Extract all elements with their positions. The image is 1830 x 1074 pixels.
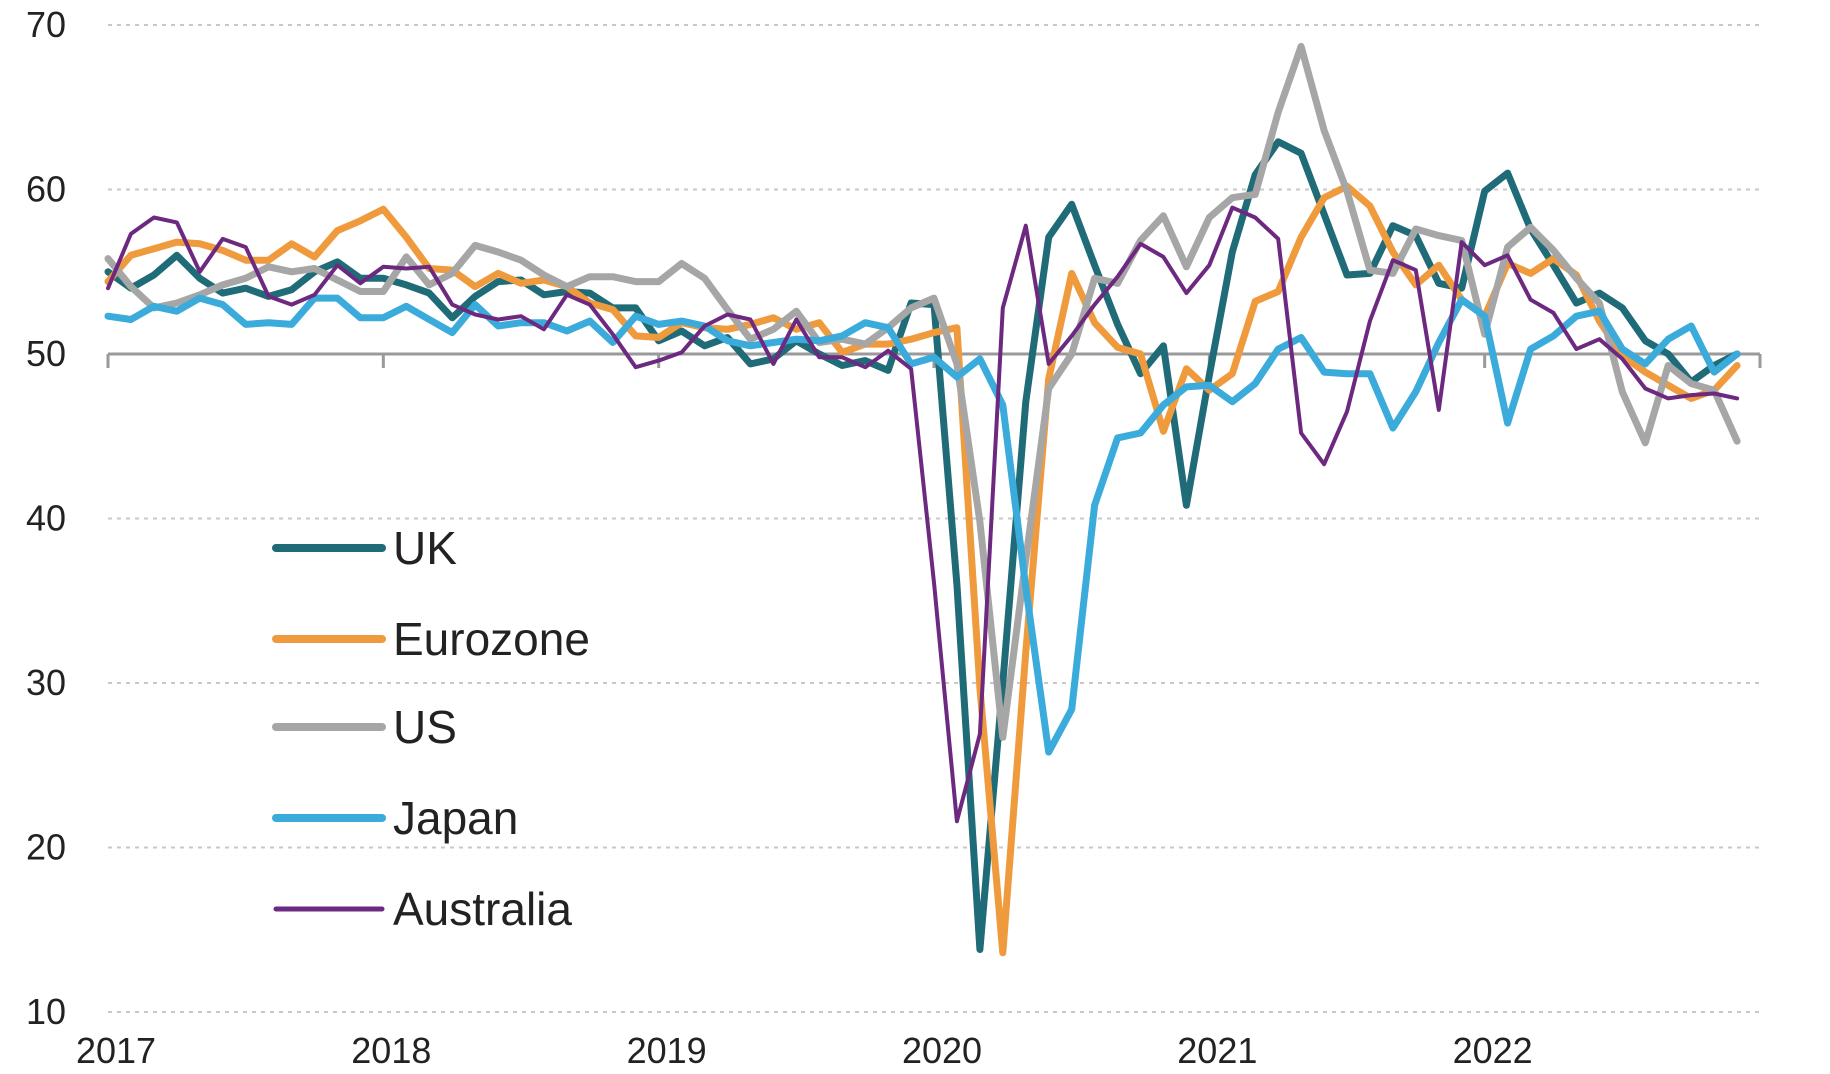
x-tick-label: 2020 xyxy=(902,1030,982,1071)
x-tick-label: 2019 xyxy=(627,1030,707,1071)
series-lines xyxy=(104,42,1741,957)
y-axis-ticks: 10 20 30 40 50 60 70 xyxy=(26,4,66,1032)
y-tick-label: 70 xyxy=(26,4,66,45)
legend-label-eurozone: Eurozone xyxy=(393,613,590,665)
y-tick-label: 40 xyxy=(26,498,66,539)
series-line-australia xyxy=(106,205,1740,824)
legend-label-australia: Australia xyxy=(393,883,572,935)
x-tick-label: 2022 xyxy=(1453,1030,1533,1071)
series-line-japan xyxy=(104,294,1741,756)
x-axis: 2017 2018 2019 2020 2021 2022 xyxy=(76,352,1762,1071)
x-tick-label: 2021 xyxy=(1177,1030,1257,1071)
y-tick-label: 50 xyxy=(26,333,66,374)
y-tick-label: 10 xyxy=(26,991,66,1032)
y-tick-label: 30 xyxy=(26,662,66,703)
legend-label-us: US xyxy=(393,701,457,753)
legend-label-japan: Japan xyxy=(393,792,518,844)
x-tick-label: 2017 xyxy=(76,1030,156,1071)
y-tick-label: 20 xyxy=(26,827,66,868)
y-tick-label: 60 xyxy=(26,169,66,210)
gridlines xyxy=(108,24,1760,1013)
legend-label-uk: UK xyxy=(393,522,457,574)
legend: UK Eurozone US Japan Australia xyxy=(272,522,590,935)
series-line-us xyxy=(104,42,1741,741)
x-tick-label: 2018 xyxy=(351,1030,431,1071)
